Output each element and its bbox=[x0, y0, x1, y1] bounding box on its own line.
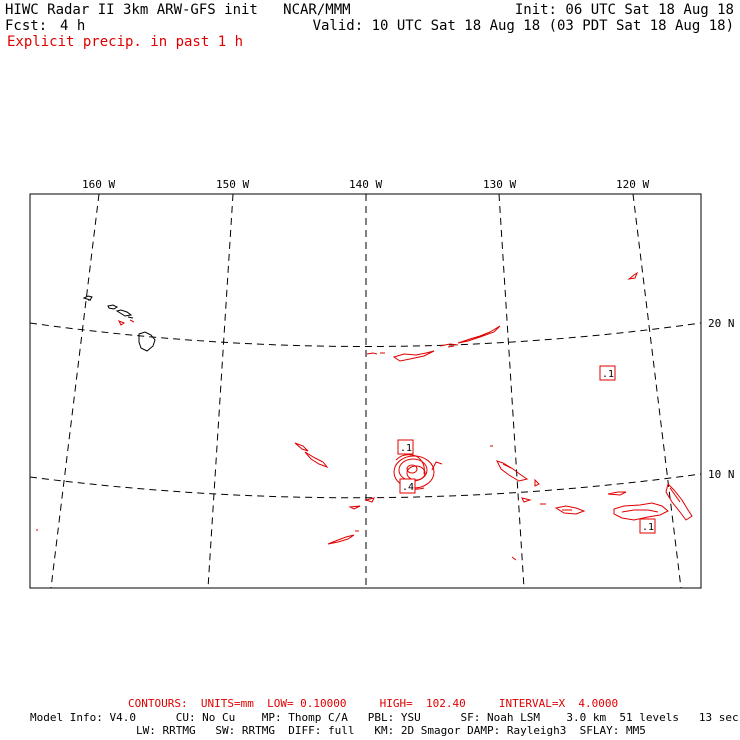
parallel-20n bbox=[29, 322, 702, 347]
lon-label-120w: 120 W bbox=[616, 178, 649, 191]
model-info-line-1: Model Info: V4.0 CU: No Cu MP: Thomp C/A… bbox=[30, 711, 739, 724]
lat-label-20n: 20 N bbox=[708, 317, 735, 330]
contour-label-se: .1 bbox=[642, 522, 654, 533]
meridian-120w bbox=[632, 193, 682, 589]
contour-labels: .1 .1 .4 .1 bbox=[397, 365, 656, 534]
latitude-gridlines bbox=[29, 322, 702, 499]
contour-label-hurricane-top: .1 bbox=[400, 443, 412, 454]
forecast-hours: 4 h bbox=[60, 18, 86, 34]
lon-label-140w: 140 W bbox=[349, 178, 382, 191]
precip-contours bbox=[36, 271, 693, 561]
meridian-150w bbox=[207, 193, 234, 589]
meridian-160w bbox=[50, 193, 100, 589]
lon-label-160w: 160 W bbox=[82, 178, 115, 191]
init-time: Init: 06 UTC Sat 18 Aug 18 bbox=[514, 2, 734, 18]
parallel-10n bbox=[29, 473, 702, 499]
hawaii-coastline bbox=[82, 295, 156, 352]
meridian-130w bbox=[498, 193, 525, 589]
contour-label-ne: .1 bbox=[602, 369, 614, 380]
lon-label-150w: 150 W bbox=[216, 178, 249, 191]
contour-legend: CONTOURS: UNITS=mm LOW= 0.10000 HIGH= 10… bbox=[128, 697, 619, 710]
lat-label-10n: 10 N bbox=[708, 468, 735, 481]
map-title: HIWC Radar II 3km ARW-GFS init NCAR/MMM bbox=[5, 2, 351, 18]
lon-label-130w: 130 W bbox=[483, 178, 516, 191]
contour-label-hurricane-center: .4 bbox=[402, 482, 414, 493]
field-description: Explicit precip. in past 1 h bbox=[7, 34, 244, 50]
longitude-gridlines bbox=[50, 193, 682, 589]
valid-time: Valid: 10 UTC Sat 18 Aug 18 (03 PDT Sat … bbox=[312, 18, 734, 34]
forecast-label: Fcst: bbox=[5, 18, 48, 34]
model-info-line-2: LW: RRTMG SW: RRTMG DIFF: full KM: 2D Sm… bbox=[30, 724, 646, 737]
